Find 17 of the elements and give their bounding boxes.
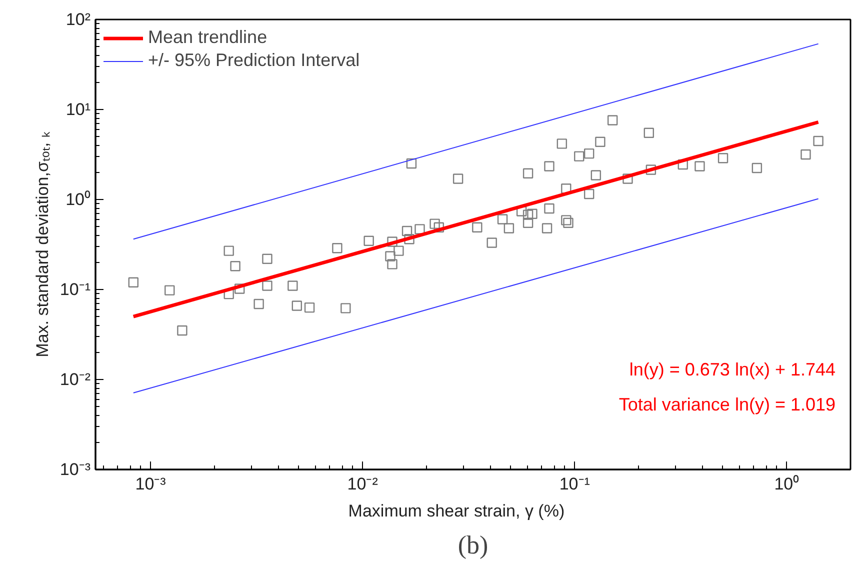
annotation: Total variance ln(y) = 1.019 bbox=[618, 394, 836, 414]
x-tick-label: 10⁻² bbox=[347, 474, 378, 494]
x-axis-title: Maximum shear strain, γ (%) bbox=[348, 502, 565, 520]
x-tick-label: 10⁻³ bbox=[135, 474, 166, 494]
y-tick-label: 10⁻³ bbox=[60, 460, 91, 479]
y-tick-label: 10² bbox=[66, 10, 91, 29]
y-tick-label: 10⁰ bbox=[66, 190, 91, 209]
legend-label: +/- 95% Prediction Interval bbox=[148, 50, 360, 71]
x-tick-label: 10⁰ bbox=[774, 474, 800, 494]
y-axis-title: Max. standard deviation,σₜₒₜ, ₖ bbox=[32, 132, 52, 358]
y-tick-label: 10¹ bbox=[66, 100, 91, 119]
annotation: ln(y) = 0.673 ln(x) + 1.744 bbox=[629, 360, 836, 380]
legend-label: Mean trendline bbox=[148, 27, 268, 48]
text: (b) bbox=[458, 530, 488, 560]
x-tick-label: 10⁻¹ bbox=[559, 474, 590, 494]
y-tick-label: 10⁻² bbox=[60, 370, 91, 389]
y-tick-label: 10⁻¹ bbox=[60, 280, 91, 299]
